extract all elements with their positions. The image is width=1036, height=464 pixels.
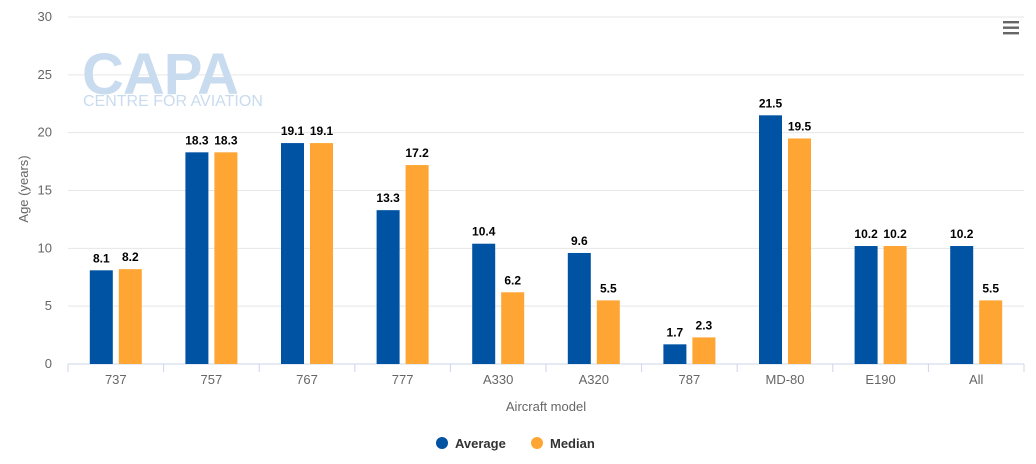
bars — [89, 115, 1003, 364]
y-tick-label: 30 — [38, 9, 52, 24]
x-axis-title: Aircraft model — [506, 399, 586, 414]
y-axis-ticks: 0 5 10 15 20 25 30 — [38, 9, 52, 371]
bar-average-767 — [281, 143, 304, 364]
y-tick-label: 0 — [45, 356, 52, 371]
data-label: 5.5 — [982, 281, 999, 295]
data-label: 17.2 — [405, 146, 429, 160]
data-label: 8.2 — [122, 250, 139, 264]
data-label: 19.5 — [788, 119, 812, 133]
bar-average-757 — [185, 152, 209, 364]
svg-text:CENTRE FOR AVIATION: CENTRE FOR AVIATION — [83, 93, 263, 110]
data-label: 19.1 — [281, 124, 305, 138]
data-label: 1.7 — [667, 325, 684, 339]
data-label: 9.6 — [571, 234, 588, 248]
data-label: 18.3 — [214, 133, 238, 147]
y-tick-label: 25 — [38, 67, 52, 82]
x-tick-label: E190 — [865, 372, 895, 387]
svg-text:CAPA: CAPA — [82, 42, 238, 107]
bar-average-a330 — [472, 243, 496, 364]
data-label: 13.3 — [376, 191, 400, 205]
x-tick-label: All — [969, 372, 984, 387]
bar-median-e190 — [883, 246, 907, 364]
bar-average-a320 — [567, 252, 591, 364]
y-tick-label: 5 — [45, 298, 52, 313]
y-tick-label: 10 — [38, 240, 52, 255]
data-label: 21.5 — [759, 96, 783, 110]
x-axis-ticks: 737 757 767 777 A330 A320 787 MD-80 E190 All — [67, 364, 1025, 387]
legend-marker-average — [436, 437, 448, 449]
data-label: 10.4 — [472, 225, 496, 239]
x-tick-label: 757 — [201, 372, 223, 387]
y-axis-title: Age (years) — [16, 155, 31, 222]
x-tick-label: 737 — [105, 372, 127, 387]
bar-average-all — [950, 246, 974, 364]
bar-median-a320 — [596, 300, 620, 364]
bar-median-a330 — [501, 292, 525, 364]
bar-average-md-80 — [759, 115, 782, 364]
bar-median-all — [979, 300, 1003, 364]
x-tick-label: A330 — [483, 372, 513, 387]
data-label: 2.3 — [696, 318, 713, 332]
x-tick-label: 777 — [392, 372, 414, 387]
bar-median-777 — [405, 165, 429, 364]
bar-median-767 — [310, 143, 333, 364]
capa-watermark-logo: CAPA CENTRE FOR AVIATION — [82, 42, 263, 110]
y-tick-label: 15 — [38, 183, 52, 198]
bar-median-787 — [692, 337, 716, 364]
bar-median-md-80 — [788, 138, 811, 364]
hamburger-menu-icon[interactable] — [1000, 18, 1022, 38]
bar-median-737 — [118, 269, 142, 364]
legend-marker-median — [531, 437, 543, 449]
data-labels: 8.1 18.3 19.1 13.3 10.4 9.6 1.7 21.5 10.2 10.2 8.2… — [93, 96, 999, 339]
bar-average-e190 — [854, 246, 878, 364]
bar-average-777 — [376, 210, 400, 364]
bar-average-737 — [89, 270, 113, 364]
data-label: 10.2 — [950, 227, 974, 241]
data-label: 5.5 — [600, 281, 617, 295]
legend-label-average: Average — [455, 436, 506, 451]
data-label: 6.2 — [504, 273, 521, 287]
data-label: 10.2 — [854, 227, 878, 241]
y-tick-label: 20 — [38, 125, 52, 140]
data-label: 10.2 — [883, 227, 907, 241]
legend[interactable]: Average Median — [436, 436, 595, 451]
bar-average-787 — [663, 344, 687, 364]
bar-median-757 — [214, 152, 238, 364]
data-label: 8.1 — [93, 251, 110, 265]
data-label: 19.1 — [310, 124, 334, 138]
data-label: 18.3 — [185, 133, 209, 147]
x-tick-label: 787 — [679, 372, 701, 387]
x-tick-label: MD-80 — [765, 372, 804, 387]
legend-label-median: Median — [550, 436, 595, 451]
x-tick-label: 767 — [296, 372, 318, 387]
x-tick-label: A320 — [579, 372, 609, 387]
